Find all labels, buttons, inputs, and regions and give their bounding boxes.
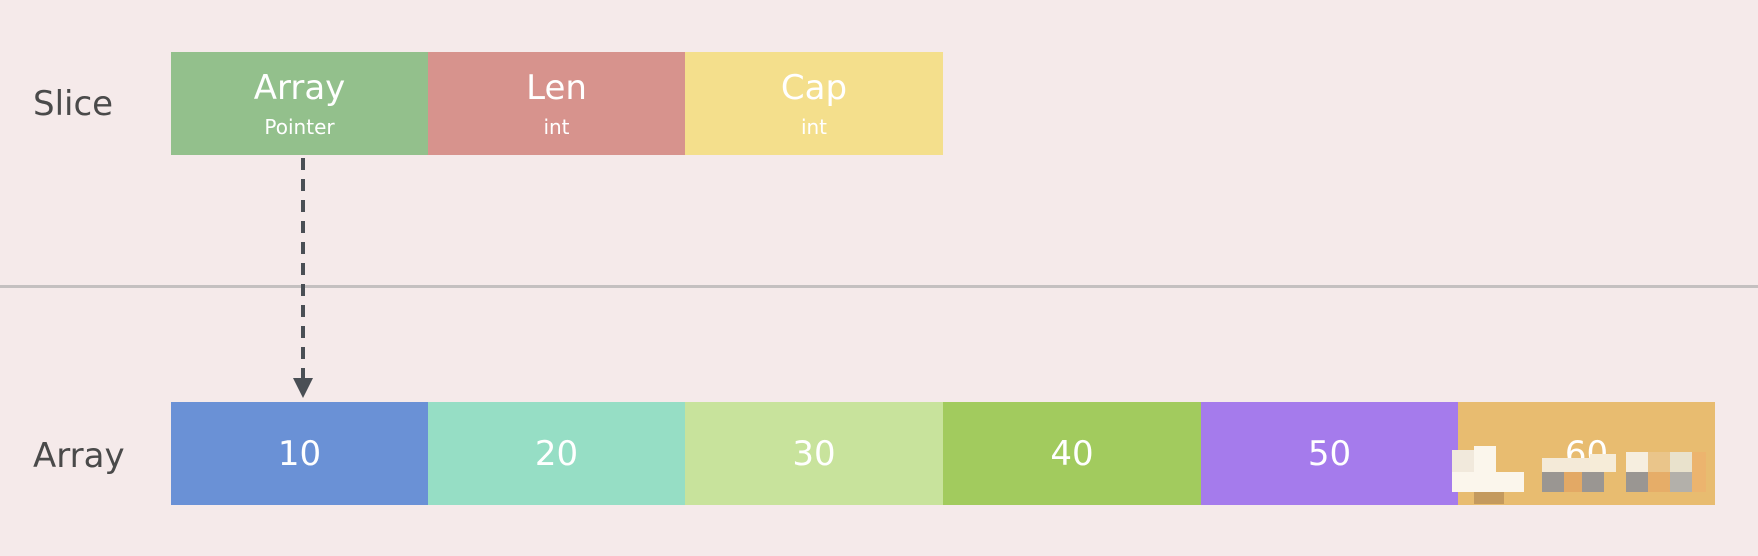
array-element: 30	[685, 402, 943, 505]
slice-field-len: Len int	[428, 52, 685, 155]
array-row-label: Array	[33, 436, 125, 476]
array-element-value: 10	[277, 433, 322, 474]
array-element-value: 20	[534, 433, 579, 474]
array-element: 50	[1201, 402, 1458, 505]
array-element-value: 30	[792, 433, 836, 474]
slice-field-cap: Cap int	[685, 52, 943, 155]
array-element: 20	[428, 402, 685, 505]
pointer-arrowhead	[293, 378, 313, 398]
array-element-value: 40	[1050, 433, 1094, 474]
watermark-overlay	[1452, 446, 1706, 504]
slice-field-cap-title: Cap	[780, 67, 848, 108]
slice-field-array: Array Pointer	[171, 52, 428, 155]
slice-row-label: Slice	[33, 84, 114, 124]
slice-field-len-title: Len	[526, 67, 587, 108]
array-element: 40	[943, 402, 1201, 505]
slice-field-array-title: Array	[253, 67, 346, 108]
slice-field-len-type: int	[543, 114, 570, 139]
section-divider	[0, 285, 1758, 288]
array-element: 10	[171, 402, 428, 505]
slice-field-array-type: Pointer	[264, 114, 335, 139]
slice-field-cap-type: int	[800, 114, 828, 139]
array-element-value: 50	[1307, 433, 1352, 474]
